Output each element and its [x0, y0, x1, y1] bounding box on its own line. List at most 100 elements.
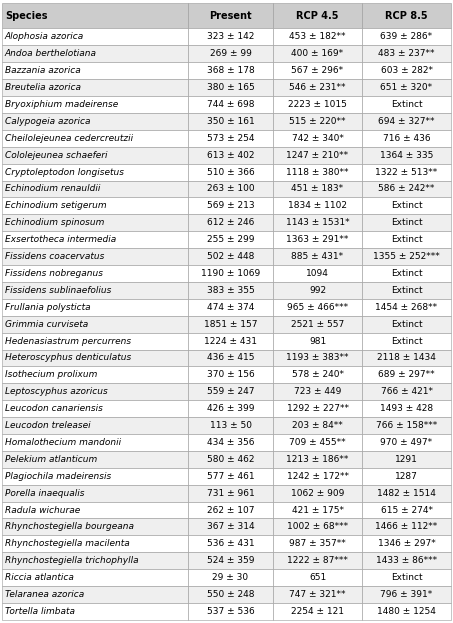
Bar	[188, 214, 273, 231]
Text: 613 ± 402: 613 ± 402	[207, 151, 254, 159]
Text: 981: 981	[309, 336, 326, 346]
Text: Exsertotheca intermedia: Exsertotheca intermedia	[5, 235, 116, 244]
Bar	[273, 502, 362, 518]
Bar	[188, 553, 273, 569]
Bar	[188, 113, 273, 130]
Bar	[188, 502, 273, 518]
Bar	[2, 231, 188, 248]
Bar	[188, 96, 273, 113]
Bar	[2, 603, 188, 620]
Text: 603 ± 282*: 603 ± 282*	[381, 66, 433, 75]
Text: 453 ± 182**: 453 ± 182**	[289, 32, 346, 41]
Bar	[188, 197, 273, 214]
Bar	[2, 569, 188, 586]
Bar	[188, 586, 273, 603]
Text: 716 ± 436: 716 ± 436	[383, 134, 430, 143]
Bar	[273, 3, 362, 29]
Bar	[188, 147, 273, 164]
Text: Bazzania azorica: Bazzania azorica	[5, 66, 81, 75]
Bar	[273, 350, 362, 366]
Text: Species: Species	[5, 11, 48, 21]
Text: Alophosia azorica: Alophosia azorica	[5, 32, 84, 41]
Bar	[362, 518, 451, 535]
Bar	[362, 316, 451, 333]
Bar	[2, 130, 188, 147]
Text: 1143 ± 1531*: 1143 ± 1531*	[286, 218, 349, 227]
Text: 1851 ± 157: 1851 ± 157	[204, 320, 257, 329]
Bar	[2, 214, 188, 231]
Bar	[273, 535, 362, 553]
Text: 269 ± 99: 269 ± 99	[210, 49, 251, 59]
Bar	[273, 366, 362, 383]
Bar	[188, 62, 273, 79]
Text: Extinct: Extinct	[391, 201, 422, 211]
Text: 569 ± 213: 569 ± 213	[207, 201, 254, 211]
Text: 586 ± 242**: 586 ± 242**	[378, 184, 435, 194]
Text: Rhynchostegiella bourgeana: Rhynchostegiella bourgeana	[5, 523, 134, 531]
Text: 1493 ± 428: 1493 ± 428	[380, 404, 433, 413]
Bar	[273, 164, 362, 181]
Text: Leucodon treleasei: Leucodon treleasei	[5, 421, 91, 430]
Text: 559 ± 247: 559 ± 247	[207, 388, 254, 396]
Text: Cheilolejeunea cedercreutzii: Cheilolejeunea cedercreutzii	[5, 134, 133, 143]
Bar	[2, 96, 188, 113]
Text: 1363 ± 291**: 1363 ± 291**	[286, 235, 349, 244]
Bar	[188, 231, 273, 248]
Text: 766 ± 158***: 766 ± 158***	[376, 421, 437, 430]
Bar	[2, 197, 188, 214]
Bar	[188, 400, 273, 417]
Text: RCP 8.5: RCP 8.5	[385, 11, 428, 21]
Bar	[362, 468, 451, 485]
Bar	[362, 29, 451, 45]
Text: 29 ± 30: 29 ± 30	[212, 573, 249, 582]
Bar	[362, 383, 451, 400]
Bar	[362, 79, 451, 96]
Bar	[273, 96, 362, 113]
Text: 263 ± 100: 263 ± 100	[207, 184, 254, 194]
Bar	[362, 147, 451, 164]
Bar	[362, 569, 451, 586]
Text: Breutelia azorica: Breutelia azorica	[5, 83, 81, 92]
Text: 573 ± 254: 573 ± 254	[207, 134, 254, 143]
Text: Fissidens coacervatus: Fissidens coacervatus	[5, 252, 104, 261]
Bar	[362, 417, 451, 434]
Text: 1834 ± 1102: 1834 ± 1102	[288, 201, 347, 211]
Bar	[188, 282, 273, 299]
Bar	[362, 586, 451, 603]
Bar	[188, 333, 273, 350]
Bar	[362, 181, 451, 197]
Bar	[362, 231, 451, 248]
Text: Telaranea azorica: Telaranea azorica	[5, 590, 84, 599]
Text: 255 ± 299: 255 ± 299	[207, 235, 254, 244]
Bar	[362, 350, 451, 366]
Text: 510 ± 366: 510 ± 366	[207, 168, 255, 176]
Bar	[2, 553, 188, 569]
Text: Frullania polysticta: Frullania polysticta	[5, 303, 91, 312]
Bar	[362, 282, 451, 299]
Text: Echinodium spinosum: Echinodium spinosum	[5, 218, 104, 227]
Text: Extinct: Extinct	[391, 286, 422, 295]
Text: 639 ± 286*: 639 ± 286*	[381, 32, 433, 41]
Text: 970 ± 497*: 970 ± 497*	[381, 438, 433, 447]
Text: 651: 651	[309, 573, 326, 582]
Text: 2118 ± 1434: 2118 ± 1434	[377, 353, 436, 363]
Bar	[2, 333, 188, 350]
Bar	[273, 231, 362, 248]
Bar	[2, 400, 188, 417]
Text: Radula wichurae: Radula wichurae	[5, 505, 80, 515]
Text: 1482 ± 1514: 1482 ± 1514	[377, 488, 436, 498]
Text: 1355 ± 252***: 1355 ± 252***	[373, 252, 440, 261]
Text: 203 ± 84**: 203 ± 84**	[292, 421, 343, 430]
Text: Tortella limbata: Tortella limbata	[5, 607, 75, 616]
Text: 1094: 1094	[306, 269, 329, 278]
Bar	[188, 45, 273, 62]
Text: Rhynchostegiella trichophylla: Rhynchostegiella trichophylla	[5, 556, 139, 565]
Text: 1118 ± 380**: 1118 ± 380**	[286, 168, 349, 176]
Bar	[362, 366, 451, 383]
Text: Extinct: Extinct	[391, 336, 422, 346]
Bar	[2, 79, 188, 96]
Bar	[2, 518, 188, 535]
Text: 350 ± 161: 350 ± 161	[207, 117, 255, 126]
Bar	[273, 485, 362, 502]
Text: Extinct: Extinct	[391, 235, 422, 244]
